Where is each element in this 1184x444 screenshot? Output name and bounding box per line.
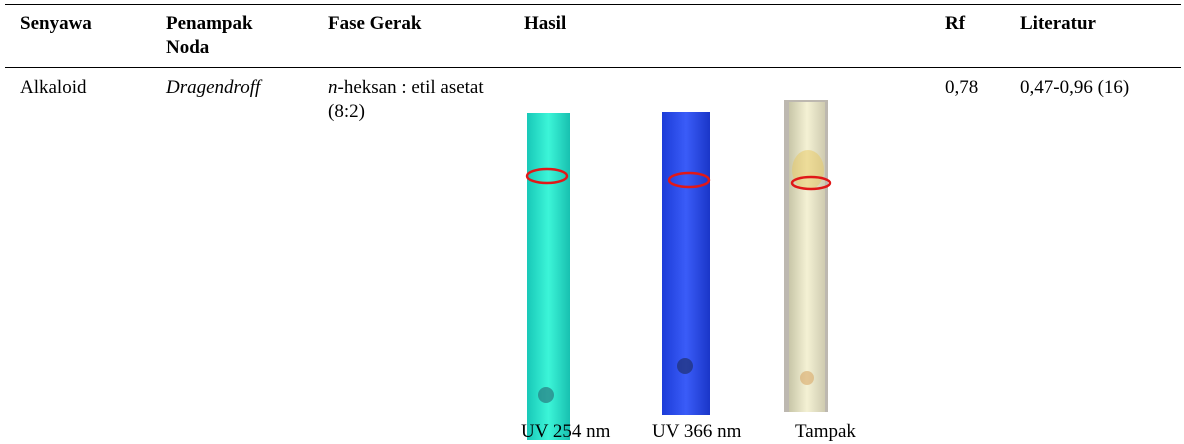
stain [792,150,824,190]
image-caption: Tampak [795,420,856,444]
image-caption: UV 366 nm [652,420,741,444]
tlc-images [0,0,1184,443]
page: Senyawa Penampak Noda Fase Gerak Hasil R… [0,0,1184,443]
spot [538,387,554,403]
plate-visible [789,102,825,412]
image-caption: UV 254 nm [521,420,610,444]
spot [800,371,814,385]
spot [677,358,693,374]
